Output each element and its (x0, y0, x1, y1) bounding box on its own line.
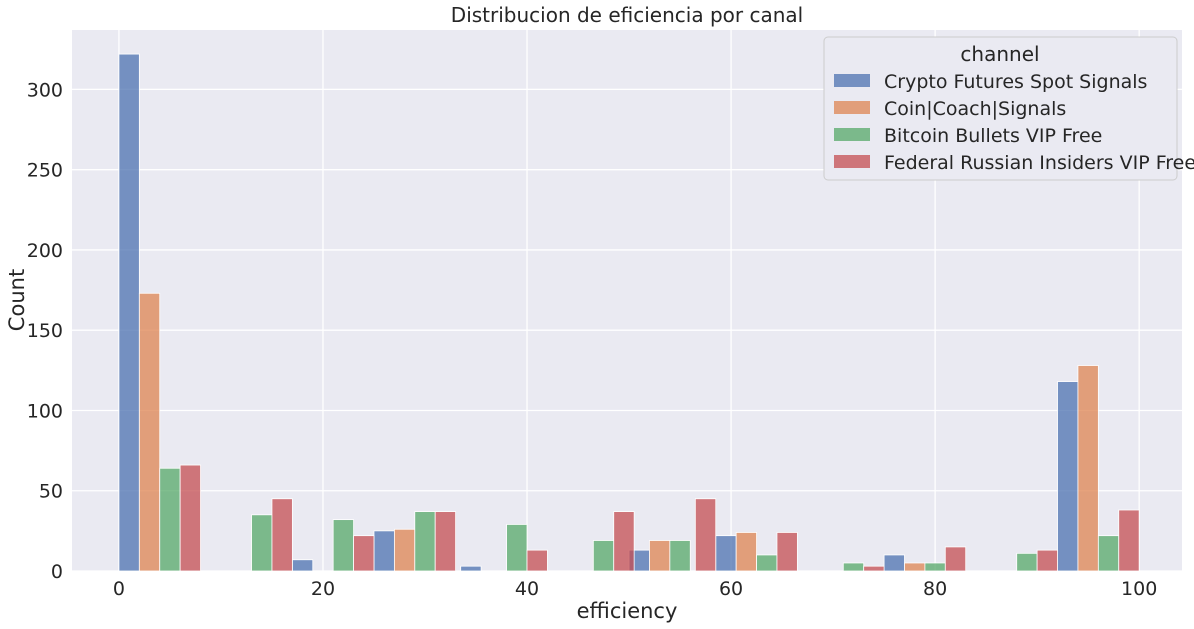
legend: channel Crypto Futures Spot Signals Coin|… (823, 36, 1194, 181)
y-tick-label: 0 (51, 561, 63, 583)
bar-series-4 (944, 546, 967, 572)
y-tick-label: 100 (27, 400, 63, 422)
grid-lines (72, 30, 1182, 572)
x-tick-labels: 0 20 40 60 80 100 (113, 578, 1157, 600)
y-tick-label: 50 (39, 481, 63, 503)
legend-label: Coin|Coach|Signals (884, 98, 1066, 120)
legend-swatch (834, 155, 870, 168)
x-tick-label: 80 (923, 578, 947, 600)
bar-series-4 (434, 511, 457, 572)
legend-swatch (834, 128, 870, 141)
legend-label: Federal Russian Insiders VIP Free (884, 152, 1194, 174)
bar-series-1 (373, 530, 395, 572)
legend-title: channel (960, 42, 1039, 66)
bar-series-2 (1077, 365, 1099, 572)
bar-series-4 (1036, 549, 1058, 572)
bar-series-2 (904, 562, 926, 572)
x-tick-label: 100 (1121, 578, 1157, 600)
legend-items: Crypto Futures Spot Signals Coin|Coach|Si… (834, 71, 1194, 174)
chart-title: Distribucion de eficiencia por canal (451, 3, 803, 27)
bars-group (118, 53, 1140, 572)
bar-series-1 (715, 535, 737, 572)
bar-series-2 (393, 528, 416, 572)
bar-series-3 (332, 519, 354, 572)
bar-series-4 (353, 535, 375, 572)
legend-swatch (834, 101, 870, 114)
legend-swatch (834, 74, 870, 87)
y-tick-label: 250 (27, 160, 63, 182)
bar-series-3 (159, 467, 181, 572)
x-tick-label: 60 (719, 578, 743, 600)
y-tick-labels: 0 50 100 150 200 250 300 (27, 79, 63, 583)
bar-series-4 (526, 549, 548, 572)
bar-series-2 (138, 292, 161, 572)
bar-series-3 (924, 562, 946, 572)
bar-series-4 (776, 532, 798, 572)
bar-series-1 (118, 53, 140, 572)
bar-series-1 (883, 554, 905, 572)
bar-series-4 (1118, 509, 1140, 572)
x-tick-label: 0 (113, 578, 125, 600)
bar-series-4 (694, 498, 717, 572)
bar-series-4 (271, 498, 293, 572)
x-tick-label: 40 (515, 578, 539, 600)
x-tick-label: 20 (311, 578, 335, 600)
bar-series-4 (613, 511, 635, 572)
bar-series-3 (506, 524, 528, 572)
legend-label: Bitcoin Bullets VIP Free (884, 125, 1102, 147)
bar-series-4 (863, 565, 885, 572)
bar-series-3 (414, 511, 436, 572)
legend-box (823, 36, 1178, 181)
bar-series-3 (592, 540, 615, 572)
y-axis-label: Count (5, 269, 29, 331)
bar-series-2 (735, 532, 757, 572)
bar-series-1 (460, 565, 482, 572)
legend-label: Crypto Futures Spot Signals (884, 71, 1147, 93)
x-axis-label: efficiency (577, 599, 678, 623)
bar-series-3 (1097, 535, 1120, 572)
y-tick-label: 150 (27, 320, 63, 342)
bar-series-3 (251, 514, 273, 572)
bar-series-4 (179, 464, 201, 572)
y-tick-label: 200 (27, 240, 63, 262)
bar-series-3 (842, 562, 865, 572)
y-tick-label: 300 (27, 79, 63, 101)
bar-series-2 (649, 540, 671, 572)
bar-series-3 (756, 554, 778, 572)
bar-series-1 (291, 559, 314, 572)
bar-series-3 (1016, 552, 1038, 572)
bar-series-1 (1057, 381, 1079, 572)
bar-series-3 (669, 540, 691, 572)
